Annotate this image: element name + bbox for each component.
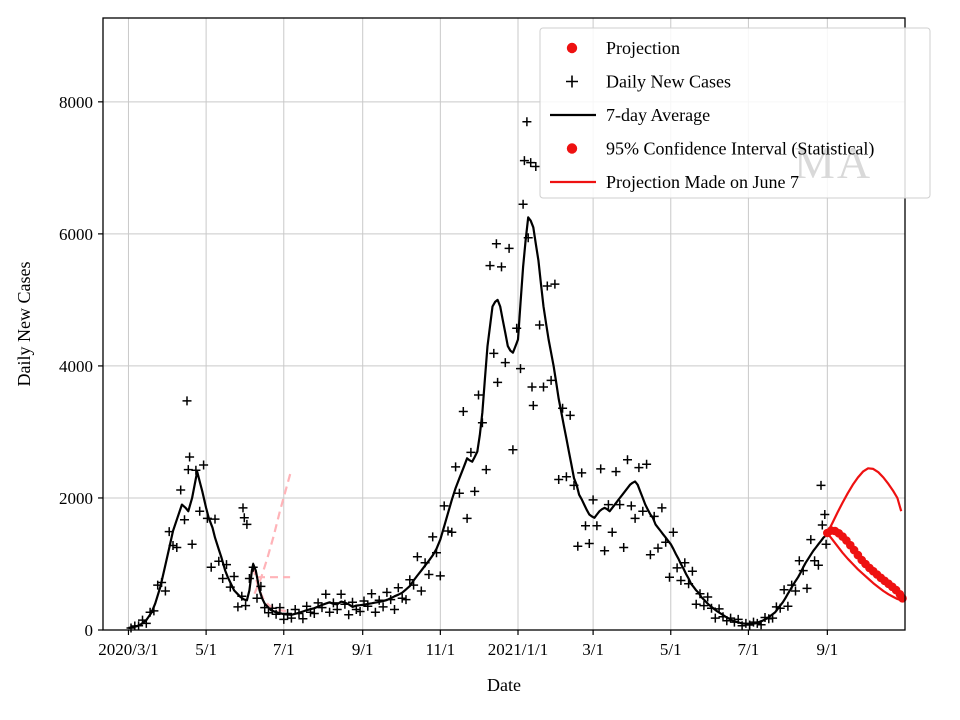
old-projection-dashed-line: [253, 469, 293, 595]
legend-red-dot-icon: [566, 42, 578, 54]
x-tick-label: 9/1: [816, 640, 838, 659]
ci-upper-line: [826, 467, 903, 534]
x-tick-label: 5/1: [660, 640, 682, 659]
legend-entry-label: 95% Confidence Interval (Statistical): [606, 139, 874, 160]
legend-entry-label: Projection Made on June 7: [606, 172, 799, 192]
y-tick-label: 6000: [59, 225, 93, 244]
x-tick-label: 5/1: [195, 640, 217, 659]
legend-entry-label: Projection: [606, 38, 680, 58]
x-tick-label: 7/1: [738, 640, 760, 659]
x-tick-label: 11/1: [426, 640, 456, 659]
y-tick-label: 2000: [59, 489, 93, 508]
y-axis-label: Daily New Cases: [14, 262, 34, 387]
seven-day-average-line: [128, 216, 829, 630]
x-tick-label: 3/1: [582, 640, 604, 659]
legend-box: [539, 27, 931, 199]
x-tick-label: 2021/1/1: [488, 640, 548, 659]
x-tick-label: 2020/3/1: [98, 640, 158, 659]
plot-frame: [102, 17, 906, 631]
x-axis-label: Date: [487, 675, 521, 695]
x-tick-label: 9/1: [352, 640, 374, 659]
x-tick-label: 7/1: [273, 640, 295, 659]
legend-red-dot-icon: [566, 143, 578, 154]
y-tick-label: 0: [85, 621, 94, 640]
ci-lower-line: [826, 532, 902, 602]
legend-entry-label: Daily New Cases: [606, 72, 731, 92]
old-projection-dashed-line: [252, 567, 291, 613]
legend-entry-label: 7-day Average: [606, 105, 710, 125]
legend-plus-icon: [566, 75, 578, 88]
y-tick-label: 8000: [59, 93, 93, 112]
y-tick-label: 4000: [59, 357, 93, 376]
projection-dots: [823, 526, 907, 603]
